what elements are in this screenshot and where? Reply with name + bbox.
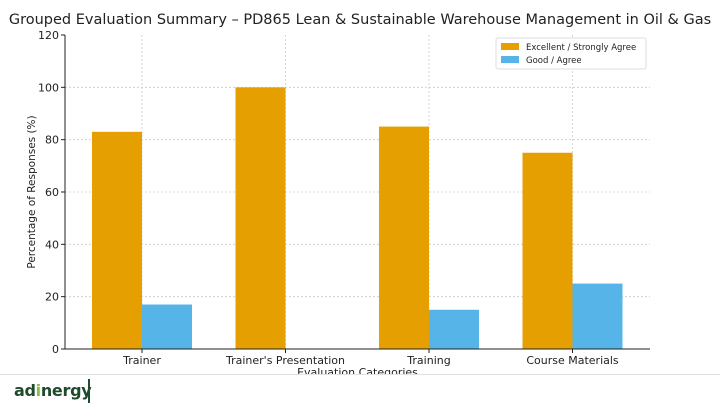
bar-good-3 [572,283,623,349]
chart: 0 20 40 60 80 100 120 Trainer Trainer's Presenta… [26,29,650,379]
y-tick-label: 40 [45,238,59,251]
y-tick-label: 120 [38,29,59,42]
y-tick-label: 0 [52,343,59,356]
legend-label: Good / Agree [526,56,582,66]
legend [495,37,647,70]
x-tick-label: Trainer's Presentation [225,354,345,367]
x-tick-label: Trainer [122,354,161,367]
x-tick-label: Training [406,354,450,367]
bar-excellent-1 [235,87,286,349]
bar-excellent-3 [522,152,573,349]
divider [88,379,90,403]
y-tick-label: 100 [38,81,59,94]
bar-good-0 [142,304,192,349]
bar-excellent-2 [379,126,429,349]
y-axis-label: Percentage of Responses (%) [26,115,38,268]
y-tick-label: 60 [45,186,59,199]
legend-swatch [501,43,519,50]
bar-good-2 [429,309,479,349]
chart-title: Grouped Evaluation Summary – PD865 Lean … [8,12,712,28]
legend-swatch [501,56,519,63]
footer: adinergy [0,374,720,406]
adinergy-logo: adinergy [14,381,92,400]
y-tick-label: 20 [45,291,59,304]
y-tick-label: 80 [45,134,59,147]
legend-label: Excellent / Strongly Agree [526,43,636,53]
bar-excellent-0 [92,131,142,349]
x-tick-label: Course Materials [526,354,619,367]
